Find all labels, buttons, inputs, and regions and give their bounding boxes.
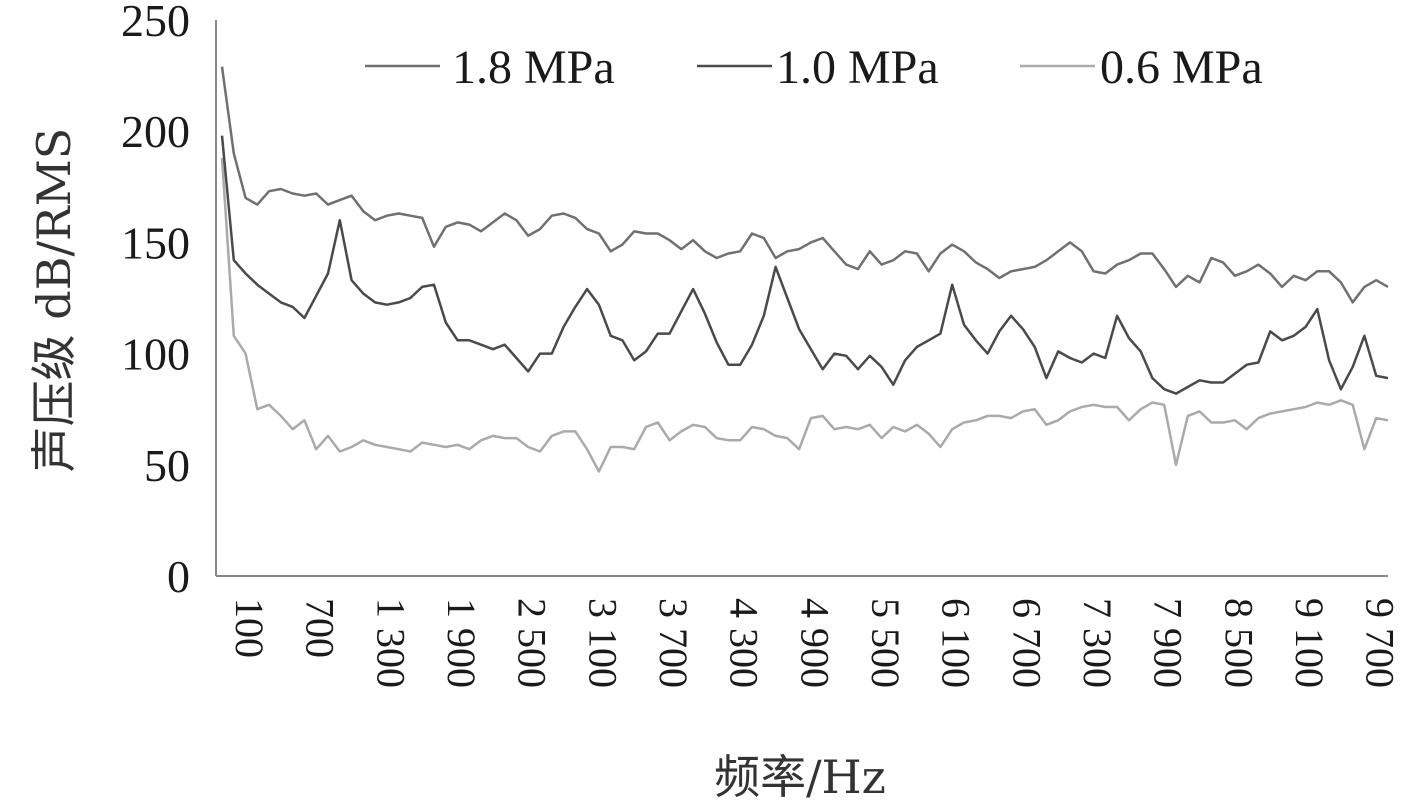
x-tick-label: 3 100 [580,598,625,688]
x-tick-labels: 100 700 1 300 1 900 2 500 3 100 3 700 4 300 4 90… [227,598,1403,688]
series-line-1-8-mpa [220,66,1389,304]
y-axis-label: 声压级 dB/RMS [27,128,81,473]
series-line-0-6-mpa [220,157,1389,473]
axes [215,20,1388,577]
series-line-1-0-mpa [220,135,1389,395]
y-tick-labels: 0 50 100 150 200 250 [121,0,190,602]
x-tick-label: 100 [227,598,272,658]
x-tick-label: 1 900 [439,598,484,688]
series-layer [220,66,1389,473]
x-tick-label: 4 300 [722,598,767,688]
y-tick-label: 50 [144,440,190,491]
x-tick-label: 6 100 [934,598,979,688]
x-tick-label: 7 900 [1146,598,1191,688]
x-tick-label: 7 300 [1075,598,1120,688]
y-tick-label: 250 [121,0,190,46]
legend-label-1-8-mpa: 1.8 MPa [452,41,615,94]
x-tick-label: 9 100 [1287,598,1332,688]
legend-label-1-0-mpa: 1.0 MPa [776,41,939,94]
y-tick-label: 200 [121,106,190,157]
x-tick-label: 8 500 [1216,598,1261,688]
x-tick-label: 9 700 [1358,598,1403,688]
legend-label-0-6-mpa: 0.6 MPa [1100,41,1263,94]
x-tick-label: 1 300 [368,598,413,688]
y-tick-label: 100 [121,329,190,380]
x-tick-label: 6 700 [1004,598,1049,688]
legend: 1.8 MPa 1.0 MPa 0.6 MPa [365,41,1263,94]
x-tick-label: 700 [298,598,343,658]
x-tick-label: 3 700 [651,598,696,688]
y-tick-label: 150 [121,217,190,268]
x-tick-label: 2 500 [510,598,555,688]
y-tick-label: 0 [167,551,190,602]
x-tick-label: 4 900 [792,598,837,688]
x-axis-label: 频率/Hz [714,750,886,804]
x-tick-label: 5 500 [863,598,908,688]
